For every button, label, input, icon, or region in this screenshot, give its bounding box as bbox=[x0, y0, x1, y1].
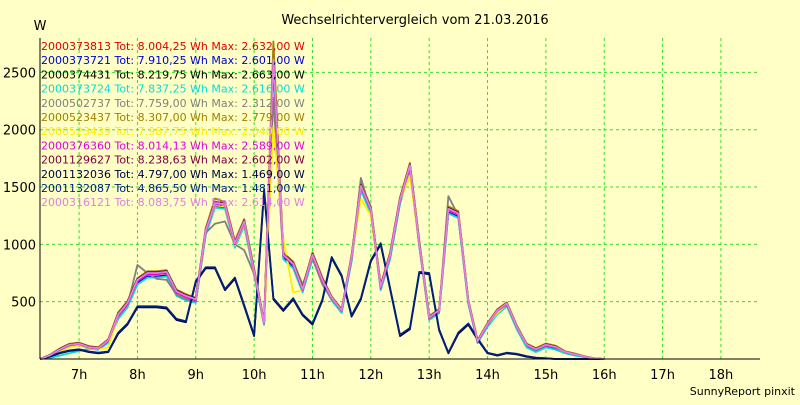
legend-entry-2000316121: 2000316121 Tot: 8.083,75 Wh Max: 2.614,0… bbox=[41, 196, 305, 209]
legend-entry-2001132036: 2001132036 Tot: 4.797,00 Wh Max: 1.469,0… bbox=[41, 168, 305, 181]
y-tick-label: 1500 bbox=[3, 181, 36, 196]
y-tick-label: 2000 bbox=[3, 124, 36, 139]
series-lines bbox=[39, 40, 605, 360]
legend-entry-2000374431: 2000374431 Tot: 8.219,75 Wh Max: 2.663,0… bbox=[41, 68, 305, 81]
x-tick-label: 9h bbox=[188, 368, 205, 383]
legend-entry-2000376360: 2000376360 Tot: 8.014,13 Wh Max: 2.589,0… bbox=[41, 139, 305, 152]
y-tick-label: 500 bbox=[11, 296, 36, 311]
y-tick-label: 1000 bbox=[3, 238, 36, 253]
x-tick-label: 12h bbox=[358, 368, 383, 383]
legend-entry-2001129627: 2001129627 Tot: 8.238,63 Wh Max: 2.602,0… bbox=[41, 154, 305, 167]
legend-entry-2001132087: 2001132087 Tot: 4.865,50 Wh Max: 1.481,0… bbox=[41, 182, 305, 195]
legend-entry-2000523437: 2000523437 Tot: 8.307,00 Wh Max: 2.779,0… bbox=[41, 111, 305, 124]
legend: 2000373813 Tot: 8.004,25 Wh Max: 2.632,0… bbox=[41, 40, 305, 209]
y-axis-unit: W bbox=[34, 19, 47, 34]
x-tick-label: 10h bbox=[242, 368, 267, 383]
x-tick-label: 17h bbox=[650, 368, 675, 383]
x-tick-label: 15h bbox=[533, 368, 558, 383]
legend-entry-2000373813: 2000373813 Tot: 8.004,25 Wh Max: 2.632,0… bbox=[41, 40, 305, 53]
x-tick-label: 13h bbox=[417, 368, 442, 383]
grid bbox=[40, 38, 760, 359]
x-tick-label: 8h bbox=[129, 368, 146, 383]
x-tick-label: 11h bbox=[300, 368, 325, 383]
axes: 500 1000 1500 2000 2500 7h 8h 9h 10h 11h 12h 13h 14h… bbox=[3, 38, 760, 383]
legend-entry-2000373724: 2000373724 Tot: 7.837,25 Wh Max: 2.616,0… bbox=[41, 83, 305, 96]
x-tick-label: 18h bbox=[709, 368, 734, 383]
x-tick-label: 14h bbox=[475, 368, 500, 383]
x-tick-label: 16h bbox=[592, 368, 617, 383]
y-tick-label: 2500 bbox=[3, 66, 36, 81]
legend-entry-2000523439: 2000523439 Tot: 7.987,75 Wh Max: 2.040,0… bbox=[41, 125, 305, 138]
chart-title: Wechselrichtervergleich vom 21.03.2016 bbox=[281, 13, 548, 28]
series-line-2000316121 bbox=[39, 58, 605, 360]
footer-credit: SunnyReport pinxit bbox=[690, 385, 796, 398]
series-line-2001132087 bbox=[39, 188, 605, 360]
x-tick-label: 7h bbox=[71, 368, 88, 383]
legend-entry-2000502737: 2000502737 Tot: 7.759,00 Wh Max: 2.312,0… bbox=[41, 97, 305, 110]
legend-entry-2000373721: 2000373721 Tot: 7.910,25 Wh Max: 2.601,0… bbox=[41, 54, 305, 67]
